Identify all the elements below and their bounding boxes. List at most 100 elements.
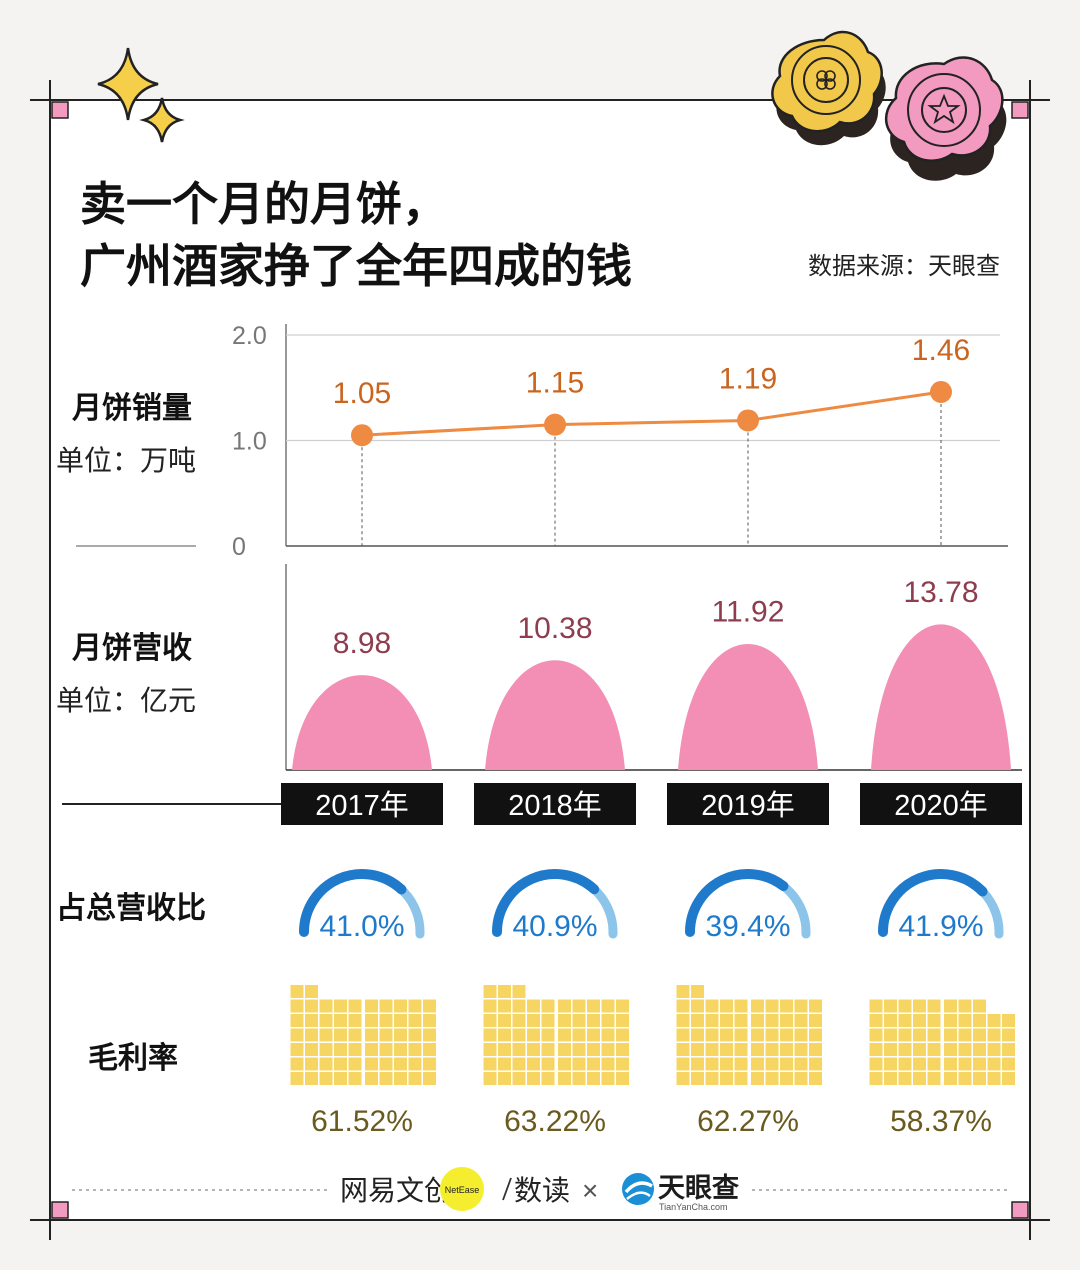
waffle-cell	[898, 1043, 912, 1056]
margin-value-label: 63.22%	[504, 1105, 606, 1138]
waffle-cell	[334, 999, 347, 1013]
netease-badge	[440, 1167, 484, 1211]
waffle-cell	[483, 1057, 497, 1071]
margin-label: 毛利率	[88, 1042, 178, 1075]
revenue-bar	[678, 644, 818, 770]
waffle-cell	[898, 1072, 912, 1085]
waffle-cell	[691, 1057, 704, 1071]
sales-value-label: 1.05	[333, 377, 391, 410]
waffle-cell	[958, 1028, 972, 1042]
waffle-cell	[394, 999, 407, 1013]
waffle-cell	[498, 999, 511, 1013]
gauge-fill	[299, 869, 407, 937]
waffle-cell	[751, 999, 764, 1013]
margin-waffles: 61.52% 63.22% 62.27% 58.37%	[290, 985, 1015, 1138]
waffle-cell	[379, 1043, 393, 1056]
waffle-cell	[958, 1057, 972, 1071]
waffle-cell	[1002, 1057, 1015, 1071]
year-box	[281, 783, 443, 825]
waffle-cell	[691, 985, 704, 998]
waffle-cell	[483, 999, 497, 1013]
waffle-cell	[751, 1028, 764, 1042]
waffle-cell	[558, 1043, 571, 1056]
waffle-cell	[408, 1072, 422, 1085]
waffle-cell	[483, 1014, 497, 1027]
waffle-cell	[379, 999, 393, 1013]
waffle-cell	[927, 1014, 941, 1027]
waffle-cell	[705, 1057, 719, 1071]
waffle-cell	[541, 1028, 555, 1042]
waffle-cell	[587, 999, 600, 1013]
sales-point	[351, 424, 373, 447]
sales-unit: 单位：万吨	[56, 445, 196, 476]
waffle-cell	[541, 999, 555, 1013]
margin-value-label: 58.37%	[890, 1105, 992, 1138]
waffle-cell	[794, 1028, 808, 1042]
waffle-cell	[809, 1014, 822, 1027]
waffle-cell	[705, 1028, 719, 1042]
waffle-cell	[869, 1072, 883, 1085]
waffle-cell	[691, 1043, 704, 1056]
waffle-cell	[884, 1043, 897, 1056]
y-tick-label: 2.0	[232, 322, 267, 350]
waffle-cell	[512, 1057, 526, 1071]
waffle-cell	[483, 1028, 497, 1042]
waffle-cell	[973, 1057, 986, 1071]
waffle-cell	[290, 1028, 304, 1042]
waffle-cell	[290, 1072, 304, 1085]
waffle-cell	[616, 999, 629, 1013]
waffle-cell	[734, 1043, 748, 1056]
brand-shudu: 数读	[514, 1175, 570, 1206]
mooncake-icon	[771, 30, 886, 146]
waffle-cell	[394, 1028, 407, 1042]
waffle-cell	[944, 1072, 957, 1085]
sales-label: 月饼销量	[72, 392, 192, 425]
slash-divider	[502, 1177, 512, 1201]
waffle-cell	[572, 1072, 586, 1085]
waffle-cell	[794, 1043, 808, 1056]
waffle-cell	[958, 1072, 972, 1085]
waffle-cell	[720, 999, 733, 1013]
waffle-cell	[408, 1057, 422, 1071]
waffle-cell	[527, 1028, 540, 1042]
waffle-cell	[780, 1043, 793, 1056]
waffle-cell	[898, 1014, 912, 1027]
waffle-cell	[780, 1014, 793, 1027]
waffle-cell	[305, 1072, 318, 1085]
waffle-cell	[720, 1057, 733, 1071]
title-line-2: 广州酒家挣了全年四成的钱	[80, 240, 632, 292]
waffle-cell	[913, 999, 926, 1013]
waffle-cell	[765, 1043, 779, 1056]
waffle-cell	[334, 1014, 347, 1027]
waffle-cell	[794, 1057, 808, 1071]
waffle-cell	[408, 1028, 422, 1042]
waffle-cell	[334, 1057, 347, 1071]
waffle-cell	[734, 1028, 748, 1042]
brand-netease: 网易文创	[340, 1175, 452, 1206]
waffle-cell	[423, 1014, 436, 1027]
waffle-cell	[691, 1014, 704, 1027]
sales-value-label: 1.15	[526, 367, 584, 400]
tianyancha-logo-icon	[622, 1173, 654, 1205]
waffle-cell	[705, 1043, 719, 1056]
waffle-cell	[944, 1028, 957, 1042]
waffle-cell	[305, 985, 318, 998]
waffle-cell	[601, 1028, 615, 1042]
sales-line-chart: 0 1.0 2.0 1.05 1.15 1.19 1.46	[232, 322, 1000, 561]
waffle-cell	[365, 1028, 378, 1042]
year-label: 2017年	[315, 789, 409, 822]
waffle-cell	[394, 1057, 407, 1071]
sales-point	[737, 409, 759, 432]
waffle-cell	[944, 1014, 957, 1027]
waffle-cell	[794, 1072, 808, 1085]
waffle-cell	[944, 1057, 957, 1071]
waffle-cell	[1002, 1014, 1015, 1027]
waffle-cell	[751, 1014, 764, 1027]
waffle-cell	[527, 1014, 540, 1027]
share-gauges: 41.0% 40.9% 39.4% 41.9%	[299, 869, 1004, 943]
sparkle-icon	[97, 47, 185, 143]
waffle-cell	[809, 1072, 822, 1085]
waffle-cell	[676, 1057, 690, 1071]
waffle-cell	[558, 999, 571, 1013]
revenue-value-label: 13.78	[903, 576, 978, 609]
